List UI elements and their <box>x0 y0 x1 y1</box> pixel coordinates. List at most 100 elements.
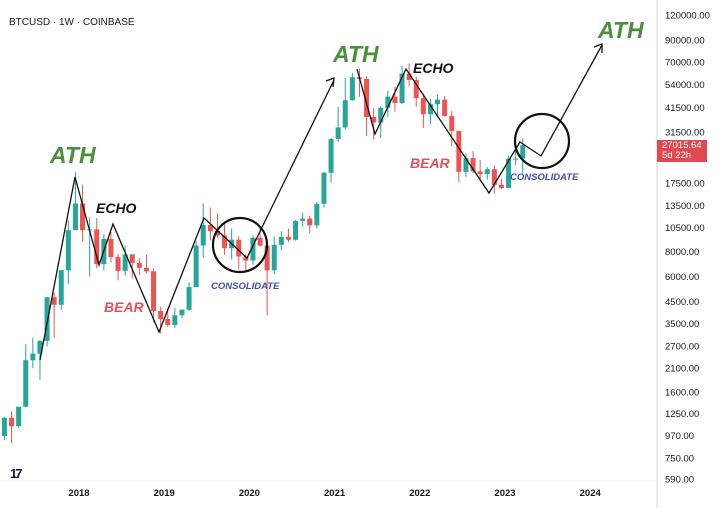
candle-body <box>335 127 341 140</box>
trend-path-cycle-2 <box>356 44 603 195</box>
candle-body <box>498 184 504 188</box>
bear-label: BEAR <box>410 155 451 171</box>
candle-body <box>207 225 213 232</box>
candle-body <box>406 73 412 80</box>
candle-body <box>37 340 43 354</box>
candle-body <box>257 237 263 246</box>
consolidation-circle <box>211 216 269 274</box>
y-tick-label: 590.00 <box>665 475 694 486</box>
echo-label: ECHO <box>413 60 454 76</box>
candle-body <box>143 267 149 272</box>
candle-body <box>371 117 377 123</box>
candle-body <box>427 104 433 115</box>
candle-body <box>378 107 384 123</box>
candle-body <box>285 236 291 240</box>
candle-body <box>72 203 78 231</box>
y-tick-label: 6000.00 <box>665 272 699 283</box>
candle-body <box>293 220 299 240</box>
echo-label: ECHO <box>96 200 137 216</box>
candle-body <box>250 237 256 261</box>
candle-body <box>520 145 526 159</box>
candle-body <box>122 254 128 271</box>
x-tick-label: 2018 <box>68 488 89 499</box>
candle-body <box>413 79 419 99</box>
candle-body <box>385 96 391 108</box>
candle-body <box>491 169 497 185</box>
candle-body <box>186 287 192 310</box>
candle-body <box>321 172 327 204</box>
candle-body <box>158 311 164 319</box>
y-tick-label: 10500.00 <box>665 223 705 234</box>
last-price: 27015.64 <box>662 140 702 151</box>
y-axis[interactable]: 120000.00 90000.00 70000.00 54000.00 41500.0… <box>665 11 710 486</box>
drawings-layer: ATH ATH ATH ECHO ECHO BEAR BEAR CONSOLIDATE CONS… <box>39 17 644 361</box>
y-tick-label: 2100.00 <box>665 364 699 375</box>
candle-body <box>392 96 398 103</box>
y-tick-label: 17500.00 <box>665 179 705 190</box>
candle-body <box>456 130 462 172</box>
candle-body <box>314 203 320 226</box>
candle-body <box>435 99 441 105</box>
y-tick-label: 750.00 <box>665 454 694 465</box>
candle-body <box>108 238 114 258</box>
y-tick-label: 41500.00 <box>665 103 705 114</box>
trend-path-cycle-1 <box>39 79 335 361</box>
candle-body <box>236 239 242 257</box>
y-tick-label: 1600.00 <box>665 387 699 398</box>
candle-body <box>300 218 306 221</box>
candle-body <box>1 417 7 437</box>
candle-body <box>271 244 277 271</box>
consolidate-label: CONSOLIDATE <box>211 281 280 292</box>
candle-body <box>51 297 57 305</box>
x-tick-label: 2022 <box>409 488 430 499</box>
y-tick-label: 8000.00 <box>665 247 699 258</box>
arrow-head-icon <box>325 77 335 88</box>
ath-label: ATH <box>597 17 644 43</box>
ath-label: ATH <box>49 142 96 168</box>
candle-body <box>23 360 29 407</box>
candle-body <box>420 98 426 115</box>
candle-body <box>58 270 64 305</box>
candles-layer <box>1 63 526 444</box>
y-tick-label: 2700.00 <box>665 342 699 353</box>
ath-label: ATH <box>332 41 379 67</box>
candle-body <box>179 309 185 316</box>
candle-body <box>399 73 405 103</box>
y-tick-label: 4500.00 <box>665 297 699 308</box>
candle-countdown: 5d 22h <box>662 150 692 161</box>
candle-body <box>463 158 469 172</box>
candle-body <box>9 417 15 427</box>
y-tick-label: 970.00 <box>665 431 694 442</box>
candle-body <box>151 271 157 312</box>
symbol-title[interactable]: BTCUSD · 1W · COINBASE <box>9 17 135 28</box>
y-tick-label: 31500.00 <box>665 127 705 138</box>
candle-body <box>477 171 483 175</box>
arrow-head-icon <box>593 43 603 53</box>
candle-body <box>364 78 370 118</box>
tradingview-logo-icon[interactable]: 17 <box>10 466 23 481</box>
consolidation-circle <box>513 112 571 170</box>
y-tick-label: 3500.00 <box>665 319 699 330</box>
candle-body <box>513 158 519 160</box>
consolidate-label: CONSOLIDATE <box>510 172 579 183</box>
candle-body <box>328 139 334 173</box>
candle-body <box>136 262 142 268</box>
y-tick-label: 54000.00 <box>665 80 705 91</box>
candle-body <box>44 297 50 341</box>
candle-body <box>278 236 284 245</box>
candle-body <box>470 158 476 172</box>
y-tick-label: 13500.00 <box>665 201 705 212</box>
x-axis[interactable]: 2018 2019 2020 2021 2022 2023 2024 <box>68 488 601 499</box>
candle-body <box>129 254 135 263</box>
candle-body <box>30 353 36 361</box>
candle-body <box>65 230 71 271</box>
x-tick-label: 2019 <box>154 488 175 499</box>
candle-body <box>506 158 512 188</box>
last-price-tag: 27015.64 5d 22h <box>657 140 707 162</box>
x-tick-label: 2021 <box>324 488 346 499</box>
candle-body <box>449 116 455 131</box>
y-tick-label: 70000.00 <box>665 58 705 69</box>
y-tick-label: 90000.00 <box>665 36 705 47</box>
candle-body <box>442 99 448 117</box>
